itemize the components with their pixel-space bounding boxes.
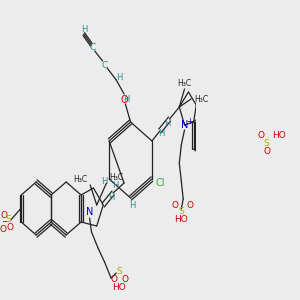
Text: H: H: [101, 178, 107, 187]
Text: Cl: Cl: [155, 178, 165, 188]
Text: O: O: [171, 200, 178, 209]
Text: H: H: [159, 130, 165, 139]
Text: H: H: [112, 182, 119, 190]
Text: O: O: [186, 200, 193, 209]
Text: H: H: [124, 95, 130, 104]
Text: H₃C: H₃C: [73, 176, 87, 184]
Text: H: H: [129, 202, 135, 211]
Text: N: N: [86, 207, 93, 217]
Text: O: O: [111, 275, 118, 284]
Text: O: O: [258, 130, 265, 140]
Text: O: O: [0, 226, 7, 235]
Text: S: S: [264, 139, 269, 148]
Text: H: H: [164, 118, 170, 127]
Text: C: C: [101, 61, 108, 70]
Text: +: +: [186, 116, 193, 125]
Text: S: S: [117, 268, 122, 277]
Text: H₃C: H₃C: [194, 94, 208, 103]
Text: S: S: [5, 215, 11, 224]
Text: H: H: [116, 73, 122, 82]
Text: O: O: [263, 146, 270, 155]
Text: HO: HO: [112, 284, 126, 292]
Text: HO: HO: [272, 130, 286, 140]
Text: H: H: [108, 194, 114, 202]
Text: O: O: [6, 223, 13, 232]
Text: O: O: [1, 211, 8, 220]
Text: H: H: [81, 26, 88, 34]
Text: N: N: [181, 120, 188, 130]
Text: O: O: [120, 95, 128, 105]
Text: C: C: [90, 44, 96, 52]
Text: S: S: [178, 208, 184, 217]
Text: H₃C: H₃C: [177, 80, 191, 88]
Text: H₃C: H₃C: [110, 173, 124, 182]
Text: HO: HO: [174, 215, 188, 224]
Text: O: O: [121, 275, 128, 284]
Text: −: −: [2, 217, 10, 227]
